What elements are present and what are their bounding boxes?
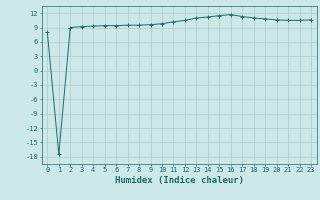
X-axis label: Humidex (Indice chaleur): Humidex (Indice chaleur) [115, 176, 244, 185]
